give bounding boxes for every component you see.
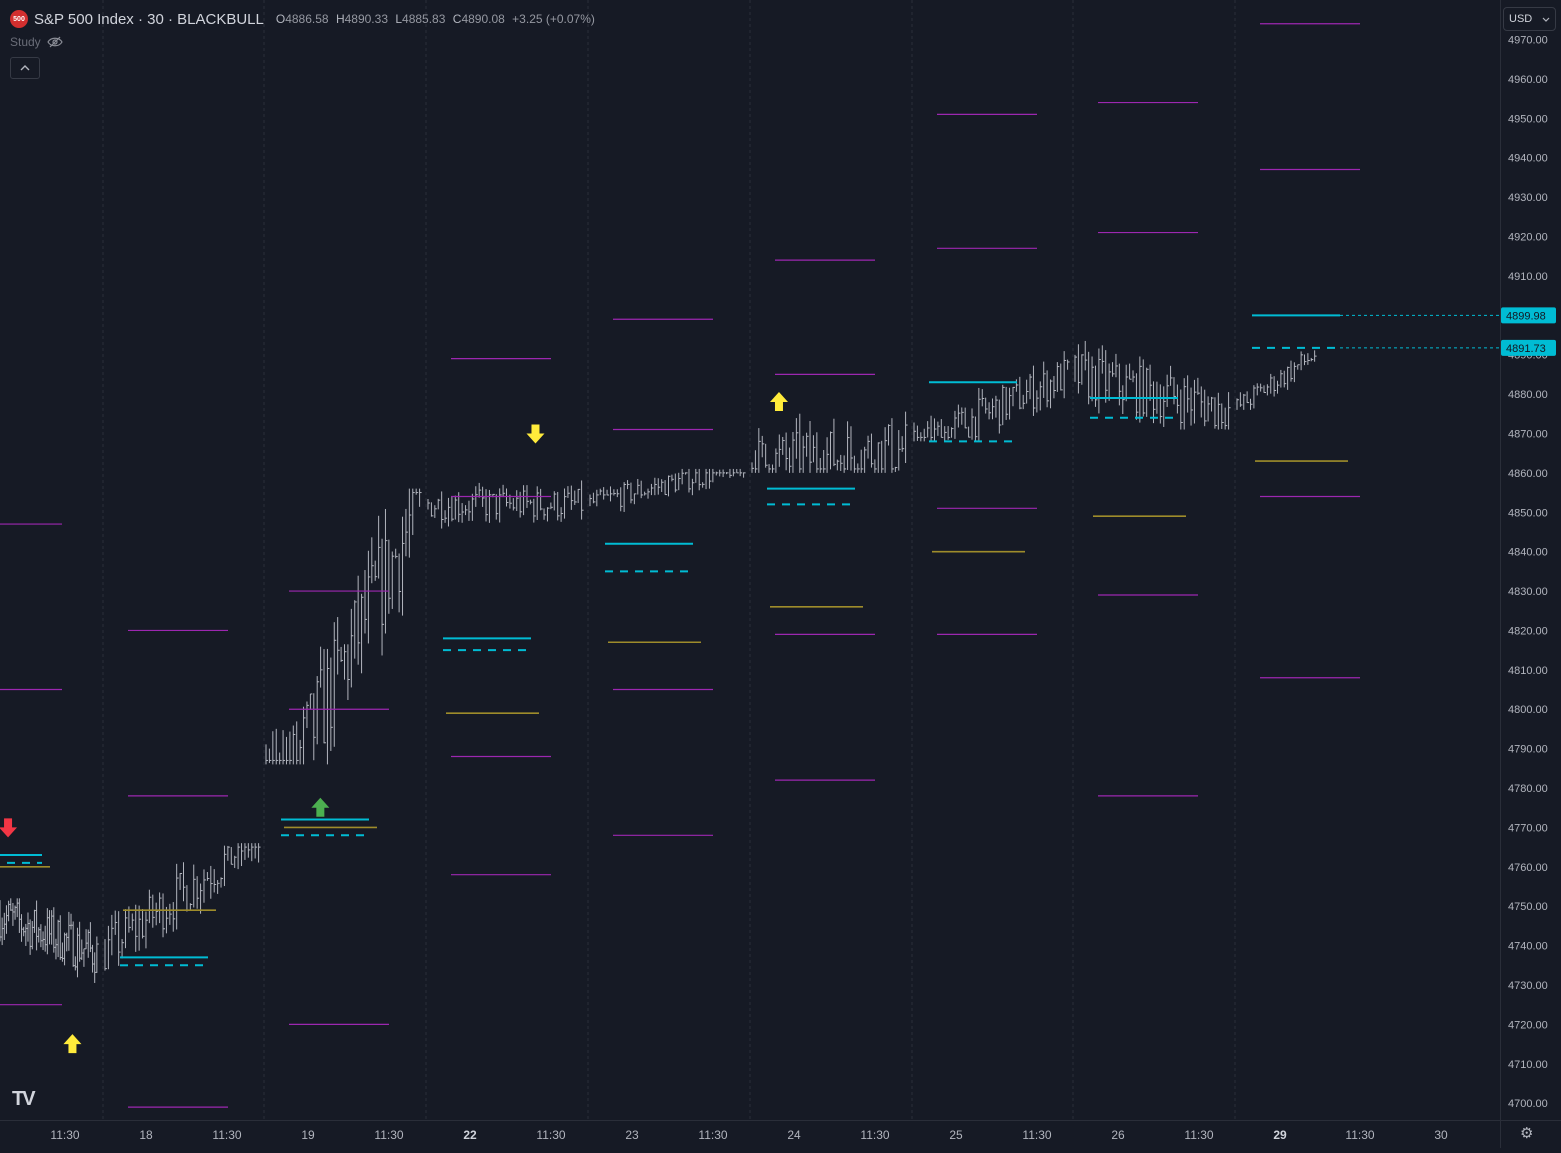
ohlc-open-key: O [275,12,286,26]
price-tick-label: 4700.00 [1508,1098,1548,1110]
time-tick-label: 24 [787,1128,801,1142]
price-chart[interactable] [0,0,1500,1120]
price-tick-label: 4780.00 [1508,783,1548,795]
time-tick-label: 18 [139,1128,153,1142]
price-axis-scale[interactable]: 4970.00 4960.00 4950.00 4940.00 4930.00 4920.… [1501,0,1561,1120]
price-tick-label: 4750.00 [1508,901,1548,913]
price-bars-day-19 [265,488,422,765]
price-tick-label: 4950.00 [1508,113,1548,125]
chevron-up-icon [20,65,30,71]
price-axis[interactable]: 4970.00 4960.00 4950.00 4940.00 4930.00 4920.… [1500,0,1561,1120]
tradingview-logo[interactable]: TV [12,1088,36,1110]
time-tick-label: 11:30 [698,1128,727,1142]
price-bars-day-23 [589,468,746,512]
signal-arrow-up-icon [769,391,788,411]
price-bars-day-26 [1074,340,1231,430]
price-bars-day-25 [913,351,1070,442]
price-bars-day-24 [751,411,908,473]
time-tick-label: 25 [949,1128,963,1142]
symbol-logo-icon: 500 [10,10,28,28]
ohlc-close-key: C [452,12,462,26]
price-label-text: 4891.73 [1506,343,1546,355]
time-tick-label: 11:30 [212,1128,241,1142]
time-tick-label: 11:30 [374,1128,403,1142]
time-tick-label: 22 [463,1128,477,1142]
signal-arrow-down-icon [0,818,18,838]
signal-arrow-down-icon [526,424,545,444]
study-row[interactable]: Study [10,35,63,49]
price-bars-day-22 [427,480,584,529]
price-tick-label: 4740.00 [1508,941,1548,953]
price-tick-label: 4810.00 [1508,665,1548,677]
time-axis[interactable]: 11:30 18 11:30 19 11:30 22 11:30 23 11:30 24 11:30… [0,1120,1500,1148]
time-tick-label: 26 [1111,1128,1125,1142]
study-label: Study [10,35,41,49]
price-tick-label: 4790.00 [1508,744,1548,756]
time-tick-label: 11:30 [1022,1128,1051,1142]
price-tick-label: 4820.00 [1508,625,1548,637]
time-tick-label: 23 [625,1128,639,1142]
ohlc-close-value: 4890.08 [461,12,505,26]
price-tick-label: 4760.00 [1508,862,1548,874]
price-tick-label: 4930.00 [1508,192,1548,204]
price-tick-label: 4970.00 [1508,35,1548,47]
time-tick-label: 11:30 [1184,1128,1213,1142]
price-tick-label: 4730.00 [1508,980,1548,992]
price-bars-day-18 [104,843,261,971]
signal-arrow-up-icon [311,797,330,817]
price-tick-label: 4710.00 [1508,1059,1548,1071]
signal-arrow-up-icon [63,1034,82,1054]
currency-select[interactable]: USD [1503,7,1556,31]
time-tick-label: 11:30 [860,1128,889,1142]
time-tick-label: 11:30 [1345,1128,1374,1142]
price-tick-label: 4880.00 [1508,389,1548,401]
currency-label: USD [1509,13,1533,25]
time-axis-scale[interactable]: 11:30 18 11:30 19 11:30 22 11:30 23 11:30 24 11:30… [0,1121,1500,1148]
eye-off-icon[interactable] [46,36,63,48]
price-tick-label: 4830.00 [1508,586,1548,598]
price-change: +3.25 (+0.07%) [512,12,595,26]
ohlc-values: O4886.58 H4890.33 L4885.83 C4890.08 +3.2… [276,12,595,26]
price-bars-day-17 [0,898,99,983]
price-tick-label: 4960.00 [1508,74,1548,86]
price-tick-label: 4720.00 [1508,1019,1548,1031]
time-tick-label: 19 [301,1128,315,1142]
price-label-text: 4899.98 [1506,310,1546,322]
price-label-badge [1501,339,1556,356]
price-tick-label: 4800.00 [1508,704,1548,716]
time-tick-label: 30 [1434,1128,1448,1142]
price-tick-label: 4840.00 [1508,547,1548,559]
price-tick-label: 4770.00 [1508,822,1548,834]
price-bars-day-29 [1236,350,1317,410]
axis-corner [1500,1120,1561,1148]
price-tick-label: 4910.00 [1508,271,1548,283]
price-tick-label: 4850.00 [1508,507,1548,519]
symbol-legend: 500 S&P 500 Index · 30 · BLACKBULL O4886… [10,8,595,30]
symbol-title[interactable]: S&P 500 Index · 30 · BLACKBULL [34,10,264,28]
ohlc-high-key: H [335,12,345,26]
price-label-badge [1501,307,1556,324]
time-tick-label: 29 [1273,1128,1287,1142]
ohlc-open-value: 4886.58 [285,12,329,26]
time-tick-label: 11:30 [536,1128,565,1142]
time-tick-label: 11:30 [50,1128,79,1142]
ohlc-high-value: 4890.33 [344,12,388,26]
price-tick-label: 4940.00 [1508,153,1548,165]
chart-pane[interactable] [0,0,1500,1120]
collapse-legend-button[interactable] [10,57,40,79]
price-tick-label: 4920.00 [1508,231,1548,243]
chevron-down-icon [1542,17,1550,22]
ohlc-low-key: L [395,12,403,26]
gear-icon[interactable]: ⚙ [1520,1125,1534,1142]
price-tick-label: 4860.00 [1508,468,1548,480]
price-tick-label: 4870.00 [1508,428,1548,440]
ohlc-low-value: 4885.83 [402,12,446,26]
